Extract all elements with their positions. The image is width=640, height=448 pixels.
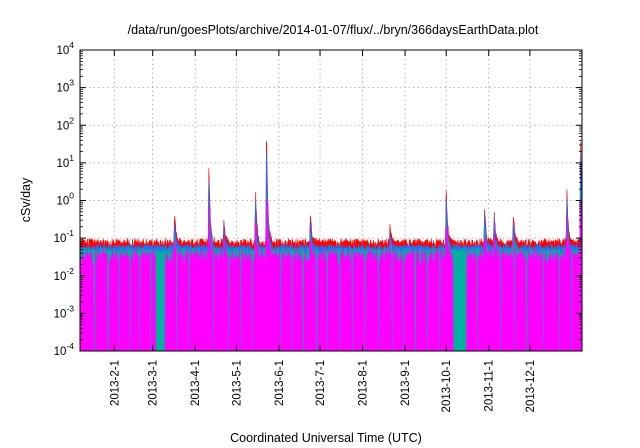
x-tick-label: 2013-2-1: [109, 360, 121, 406]
y-tick-label: 10-4: [54, 341, 75, 358]
y-tick-label: 10-3: [54, 303, 75, 320]
y-tick-label: 104: [56, 40, 74, 57]
x-tick-label: 2013-5-1: [231, 360, 243, 406]
y-tick-label: 10-1: [54, 228, 75, 245]
x-tick-label: 2013-8-1: [358, 360, 370, 406]
x-tick-label: 2013-4-1: [190, 360, 202, 406]
x-axis-label: Coordinated Universal Time (UTC): [230, 431, 422, 445]
x-tick-label: 2013-10-1: [441, 360, 453, 412]
x-tick-label: 2013-11-1: [484, 360, 496, 412]
y-tick-label: 101: [56, 153, 74, 170]
grid: [80, 50, 582, 351]
y-tick-label: 102: [56, 115, 74, 132]
y-tick-label: 10-2: [54, 266, 75, 283]
chart-title: /data/run/goesPlots/archive/2014-01-07/f…: [128, 23, 539, 37]
plot-area: [79, 140, 583, 352]
y-axis-label: cSv/day: [19, 177, 33, 222]
x-tick-label: 2013-3-1: [148, 360, 160, 406]
series-magenta-area: [79, 197, 583, 352]
x-tick-label: 2013-7-1: [315, 360, 327, 406]
x-tick-label: 2013-9-1: [400, 360, 412, 406]
y-tick-label: 103: [56, 78, 74, 95]
x-tick-label: 2013-6-1: [274, 360, 286, 406]
y-tick-label: 100: [56, 191, 74, 208]
x-tick-label: 2013-12-1: [525, 360, 537, 412]
axes-ticks: 10-4 10-3 10-2 10-1 100 101 102 103 104 2013-2-1 2…: [54, 40, 582, 412]
